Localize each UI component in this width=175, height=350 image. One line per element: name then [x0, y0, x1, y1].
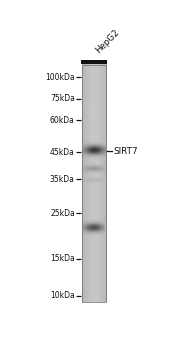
Text: 60kDa: 60kDa: [50, 116, 75, 125]
Text: 15kDa: 15kDa: [50, 254, 75, 264]
Text: 25kDa: 25kDa: [50, 209, 75, 218]
Text: 75kDa: 75kDa: [50, 94, 75, 103]
Text: HepG2: HepG2: [94, 28, 121, 56]
Text: 10kDa: 10kDa: [50, 291, 75, 300]
Text: 45kDa: 45kDa: [50, 148, 75, 157]
Text: 35kDa: 35kDa: [50, 175, 75, 184]
Text: SIRT7: SIRT7: [113, 147, 138, 156]
Text: 100kDa: 100kDa: [45, 72, 75, 82]
Bar: [81, 60, 107, 64]
Bar: [82, 65, 106, 302]
